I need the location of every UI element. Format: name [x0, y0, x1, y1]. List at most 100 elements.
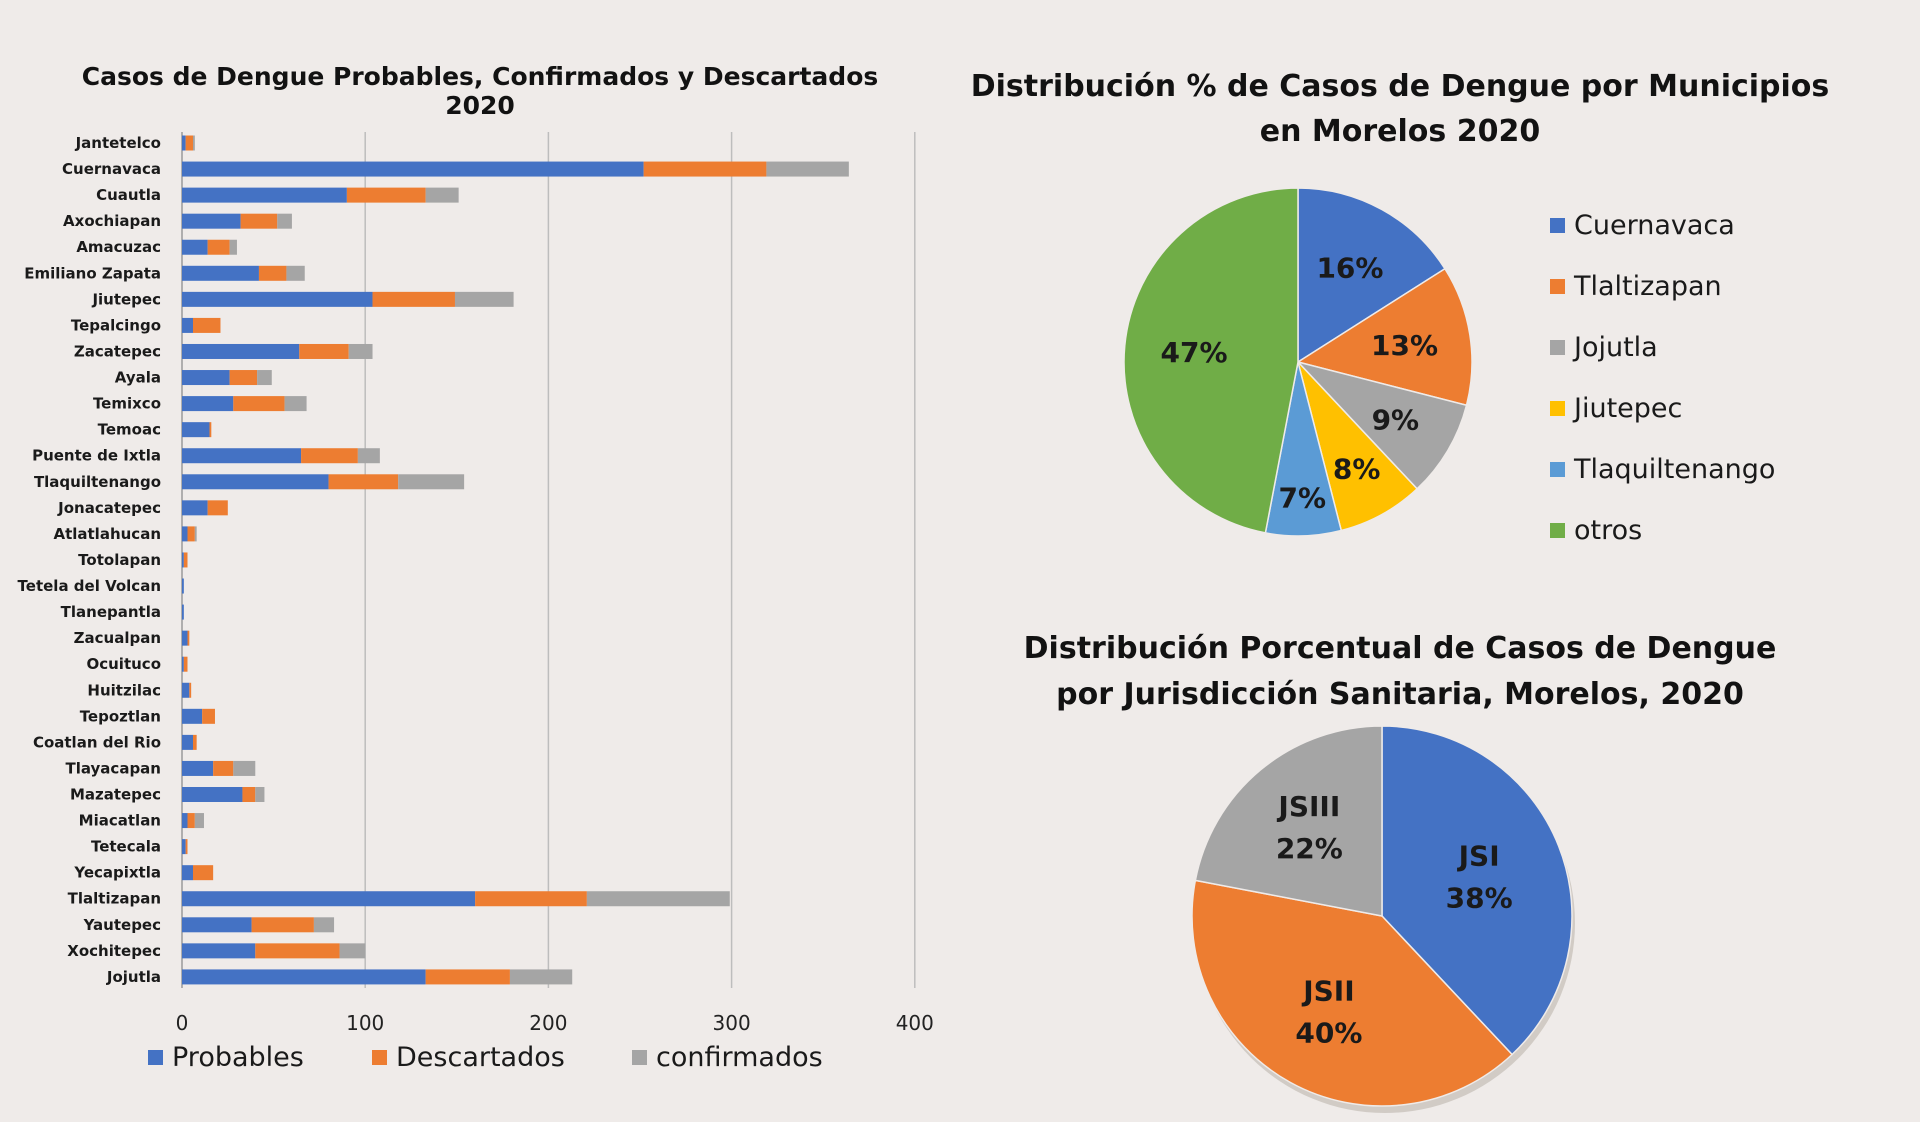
category-label-tlayacapan: Tlayacapan: [66, 759, 162, 777]
bar-probables-tetecala: [182, 839, 186, 855]
category-label-coatlan-del-rio: Coatlan del Rio: [33, 733, 161, 751]
bar-descartados-jonacatepec: [207, 500, 228, 516]
bar-probables-temixco: [182, 396, 234, 412]
category-label-tetela-del-volcan: Tetela del Volcan: [18, 577, 161, 595]
municipios-slice-percent: 9%: [1372, 404, 1420, 437]
legend-item-tlaltizapan: Tlaltizapan: [1550, 271, 1722, 302]
category-label-miacatlan: Miacatlan: [79, 812, 161, 830]
bar-probables-yautepec: [182, 917, 252, 933]
municipios-pie-title: Distribución % de Casos de Dengue por Mu…: [970, 69, 1830, 149]
bar-confirmados-amacuzac: [229, 239, 237, 255]
legend-label: Descartados: [396, 1042, 565, 1073]
jurisdiccion-slice-name: JSI: [1457, 840, 1500, 873]
bar-probables-tepoztlan: [182, 708, 203, 724]
bar-confirmados-jojutla: [509, 969, 573, 985]
bar-probables-amacuzac: [182, 239, 208, 255]
bar-descartados-yautepec: [251, 917, 314, 933]
category-label-jojutla: Jojutla: [106, 968, 161, 986]
legend-item-probables: Probables: [148, 1042, 304, 1073]
category-label-tetecala: Tetecala: [91, 838, 161, 856]
legend-item-jiutepec: Jiutepec: [1550, 393, 1682, 424]
bar-probables-axochiapan: [182, 213, 241, 229]
bar-probables-huitzilac: [182, 682, 190, 698]
bar-probables-tlayacapan: [182, 760, 214, 776]
category-label-jonacatepec: Jonacatepec: [57, 499, 161, 517]
category-label-puente-de-ixtla: Puente de Ixtla: [32, 447, 161, 465]
legend-label: Jiutepec: [1574, 393, 1683, 424]
legend-item-confirmados: confirmados: [632, 1042, 823, 1073]
jurisdiccion-slice-percent: 22%: [1276, 832, 1343, 865]
bar-confirmados-xochitepec: [339, 943, 366, 959]
legend-label: Tlaltizapan: [1574, 271, 1722, 302]
legend-swatch: [1550, 279, 1565, 294]
category-label-xochitepec: Xochitepec: [67, 942, 161, 960]
legend-item-tlaquiltenango: Tlaquiltenango: [1550, 454, 1775, 485]
category-label-yautepec: Yautepec: [83, 916, 161, 934]
category-label-cuernavaca: Cuernavaca: [62, 160, 161, 178]
bar-probables-puente-de-ixtla: [182, 448, 302, 464]
bar-descartados-tlayacapan: [213, 760, 234, 776]
bar-descartados-mazatepec: [242, 787, 256, 802]
category-label-zacatepec: Zacatepec: [74, 342, 161, 360]
bar-confirmados-ayala: [257, 370, 272, 386]
category-label-jiutepec: Jiutepec: [91, 290, 161, 308]
bar-probables-tlaquiltenango: [182, 474, 329, 490]
bar-descartados-ocuituco: [183, 656, 188, 672]
bar-probables-jiutepec: [182, 291, 373, 307]
bar-confirmados-miacatlan: [194, 813, 204, 829]
x-tick-label: 100: [346, 1011, 384, 1035]
x-tick-label: 200: [529, 1011, 567, 1035]
bar-confirmados-mazatepec: [255, 787, 265, 802]
legend-label: Tlaquiltenango: [1574, 454, 1776, 485]
category-label-temoac: Temoac: [98, 421, 161, 439]
bar-confirmados-tlaquiltenango: [398, 474, 465, 490]
bar-confirmados-puente-de-ixtla: [357, 448, 380, 464]
category-label-tepoztlan: Tepoztlan: [80, 707, 161, 725]
legend-swatch: [632, 1050, 647, 1065]
jurisdiccion-slice-percent: 38%: [1446, 882, 1513, 915]
category-label-totolapan: Totolapan: [78, 551, 161, 569]
legend-label: otros: [1574, 515, 1643, 546]
category-label-ayala: Ayala: [115, 369, 161, 387]
category-label-amacuzac: Amacuzac: [76, 238, 161, 256]
bar-descartados-huitzilac: [189, 682, 192, 698]
municipios-slice-percent: 8%: [1333, 453, 1381, 486]
bar-probables-temoac: [182, 422, 210, 438]
municipios-slice-percent: 16%: [1316, 251, 1383, 284]
bar-descartados-zacatepec: [299, 343, 349, 359]
bar-descartados-jiutepec: [372, 291, 455, 307]
bar-probables-cuernavaca: [182, 161, 644, 177]
bar-probables-totolapan: [182, 552, 184, 568]
municipios-slice-tlaltizapan: [1296, 267, 1473, 407]
legend-label: Cuernavaca: [1574, 210, 1735, 241]
category-label-huitzilac: Huitzilac: [87, 681, 161, 699]
bar-probables-coatlan-del-rio: [182, 734, 193, 750]
bar-descartados-zacualpan: [187, 630, 190, 646]
bar-confirmados-temixco: [284, 396, 307, 412]
category-label-ocuituco: Ocuituco: [86, 655, 161, 673]
bar-probables-atlatlahucan: [182, 526, 188, 542]
legend-label: confirmados: [656, 1042, 823, 1073]
bar-descartados-tlaltizapan: [475, 891, 587, 907]
bar-probables-zacualpan: [182, 630, 188, 646]
legend-swatch: [1550, 523, 1565, 538]
legend-swatch: [1550, 401, 1565, 416]
municipios-slice-percent: 13%: [1371, 329, 1438, 362]
bar-probables-tetela-del-volcan: [182, 578, 184, 594]
bar-descartados-jantetelco: [185, 135, 193, 151]
bar-descartados-tepalcingo: [192, 317, 221, 333]
bar-descartados-coatlan-del-rio: [192, 734, 197, 750]
bar-confirmados-tlayacapan: [233, 760, 256, 776]
legend-item-descartados: Descartados: [372, 1042, 565, 1073]
bar-probables-tepalcingo: [182, 317, 193, 333]
jurisdiccion-slice-name: JSIII: [1276, 790, 1340, 823]
bar-descartados-ayala: [229, 370, 258, 386]
legend-swatch: [1550, 462, 1565, 477]
category-label-jantetelco: Jantetelco: [75, 134, 161, 152]
bar-descartados-miacatlan: [187, 813, 195, 829]
bar-probables-jonacatepec: [182, 500, 208, 516]
municipios-slice-otros: [1123, 187, 1299, 534]
bar-probables-yecapixtla: [182, 865, 193, 881]
